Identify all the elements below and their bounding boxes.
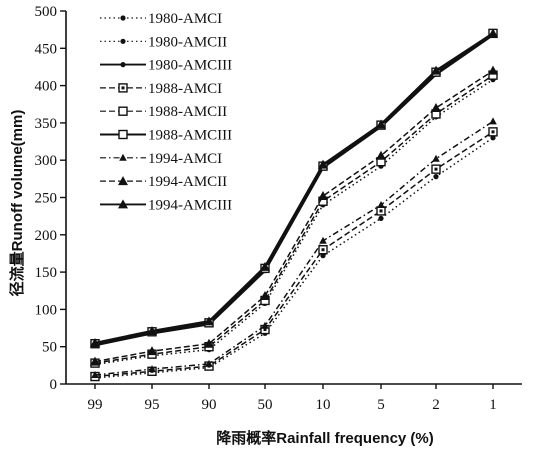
data-point (432, 165, 440, 173)
data-point (377, 207, 385, 215)
data-point (377, 201, 385, 208)
legend-entry: 1980-AMCI (100, 11, 222, 27)
series-line (95, 80, 493, 365)
x-tick-label: 10 (316, 397, 331, 413)
x-tick-label: 95 (145, 397, 160, 413)
y-tick-label: 250 (35, 191, 58, 207)
data-point (489, 117, 497, 124)
legend-marker (120, 15, 125, 20)
y-tick-label: 450 (35, 41, 58, 57)
legend-marker (120, 62, 125, 67)
legend-label: 1980-AMCII (148, 34, 227, 50)
legend-entry: 1988-AMCIII (100, 128, 232, 144)
legend-entry: 1994-AMCII (100, 174, 227, 190)
y-tick-label: 400 (35, 79, 58, 95)
y-tick-label: 0 (50, 377, 58, 393)
data-point (319, 246, 327, 254)
legend-entry: 1994-AMCI (100, 151, 222, 167)
legend-label: 1980-AMCI (148, 11, 222, 27)
legend-label: 1988-AMCII (148, 104, 227, 120)
legend-label: 1988-AMCI (148, 81, 222, 97)
y-tick-label: 150 (35, 265, 58, 281)
y-axis-label: 径流量Runoff volume(mm) (8, 110, 26, 297)
legend-label: 1994-AMCI (148, 151, 222, 167)
y-tick-label: 200 (35, 228, 58, 244)
series-1980-amcii (92, 77, 495, 367)
legend-marker (119, 107, 127, 115)
legend-marker (119, 84, 127, 92)
legend-marker (119, 131, 127, 139)
x-tick-label: 5 (377, 397, 385, 413)
x-tick-label: 50 (258, 397, 273, 413)
x-tick-label: 99 (88, 397, 103, 413)
legend-entry: 1988-AMCII (100, 104, 227, 120)
legend-entry: 1988-AMCI (100, 81, 222, 97)
y-tick-label: 500 (35, 4, 58, 20)
data-point (488, 66, 498, 75)
data-point (489, 128, 497, 136)
x-axis-label: 降雨概率Rainfall frequency (%) (216, 429, 434, 447)
legend: 1980-AMCI 1980-AMCII 1980-AMCIII 1988-AMCI 1… (100, 11, 232, 213)
legend-entry: 1980-AMCIII (100, 58, 232, 74)
x-tick-label: 1 (489, 397, 497, 413)
x-tick-label: 2 (432, 397, 440, 413)
legend-entry: 1980-AMCII (100, 34, 227, 50)
data-point (431, 103, 441, 112)
y-tick-label: 50 (42, 340, 57, 356)
legend-marker (120, 39, 125, 44)
legend-label: 1988-AMCIII (148, 128, 232, 144)
data-point (432, 155, 440, 162)
legend-label: 1994-AMCIII (148, 197, 232, 213)
y-tick-label: 100 (35, 302, 58, 318)
y-tick-label: 300 (35, 153, 58, 169)
legend-label: 1980-AMCIII (148, 58, 232, 74)
y-tick-label: 350 (35, 116, 58, 132)
data-point (318, 191, 328, 200)
data-point (433, 174, 438, 179)
legend-entry: 1994-AMCIII (100, 197, 232, 213)
legend-label: 1994-AMCII (148, 174, 227, 190)
x-tick-label: 90 (202, 397, 217, 413)
data-point (319, 237, 327, 244)
data-point (378, 216, 383, 221)
legend-marker (119, 154, 127, 161)
